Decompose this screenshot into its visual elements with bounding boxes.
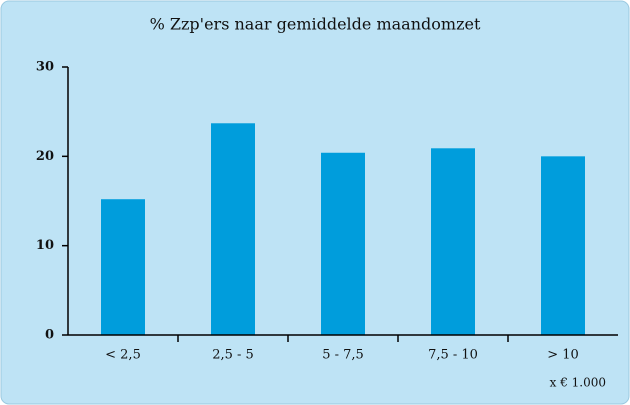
- y-tick-label: 30: [36, 60, 54, 75]
- bar: [211, 123, 255, 335]
- unit-note: x € 1.000: [550, 376, 606, 390]
- bar: [431, 148, 475, 335]
- y-tick-label: 0: [45, 328, 54, 343]
- x-tick-label: 2,5 - 5: [212, 348, 254, 363]
- x-tick-label: > 10: [547, 348, 579, 363]
- y-tick-label: 20: [36, 149, 54, 164]
- bar: [321, 152, 365, 335]
- bar: [541, 156, 585, 335]
- x-tick-label: 7,5 - 10: [428, 348, 478, 363]
- chart-title: % Zzp'ers naar gemiddelde maandomzet: [150, 15, 481, 34]
- y-tick-label: 10: [36, 238, 54, 253]
- x-tick-label: < 2,5: [105, 348, 141, 363]
- bar: [101, 199, 145, 335]
- x-tick-label: 5 - 7,5: [322, 348, 364, 363]
